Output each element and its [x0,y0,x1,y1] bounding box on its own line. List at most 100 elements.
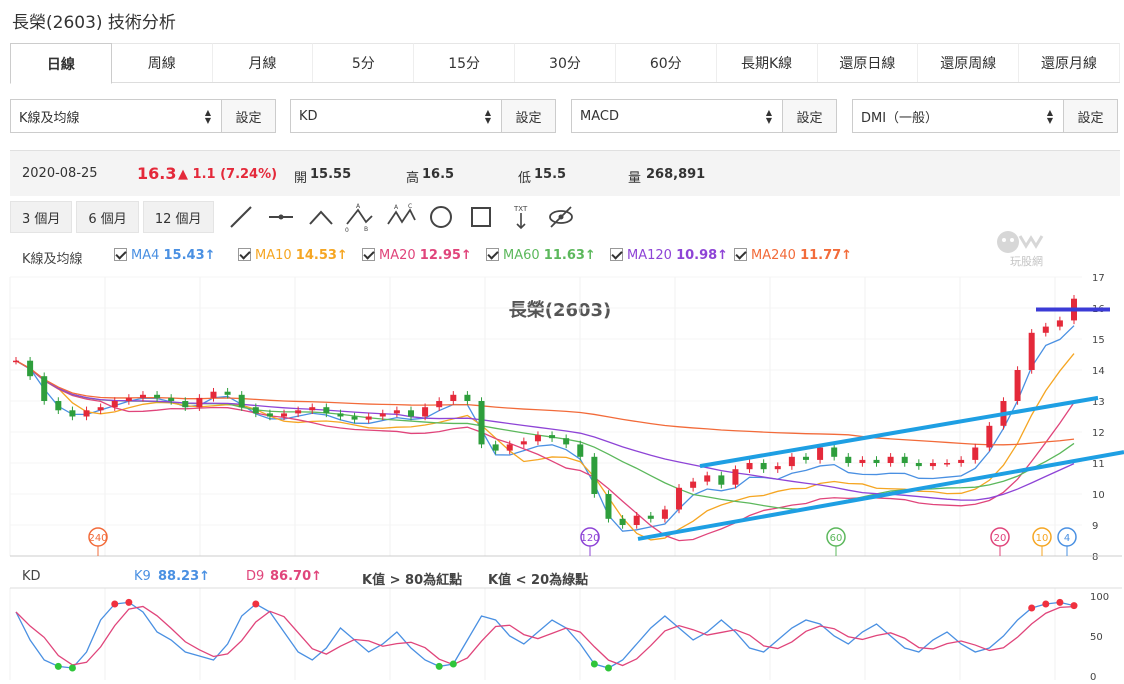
candle-body [986,425,993,448]
checkbox[interactable] [238,248,251,261]
candle-body [450,394,457,401]
range-button-2[interactable]: 12 個月 [142,201,214,233]
candle-body [944,463,951,465]
candle-body [873,459,880,463]
indicator-select[interactable]: MACD ▲ ▼ [571,99,783,133]
checkbox[interactable] [734,248,747,261]
tab-6[interactable]: 60分 [615,43,717,82]
quote-price: 16.3 [137,164,177,183]
candle-body [690,481,697,488]
candle-body [407,410,414,417]
ma-line-ma20 [15,360,1075,542]
ma-line-ma60 [15,360,1075,511]
ma-legend-item-ma120[interactable]: MA120 10.98↑ [610,248,728,263]
tab-10[interactable]: 還原月線 [1019,43,1120,82]
ma-marker-10 [1032,527,1052,547]
indicator-selector-2: MACD ▲ ▼ 設定 [571,99,837,133]
candle-body [13,360,19,363]
candle-body [323,407,330,414]
indicator-select-value: K線及均線 [19,110,80,126]
candle-body [845,456,852,463]
ma-value: 12.95↑ [419,248,472,263]
kd-overbought-dot [1070,602,1078,610]
candle-body [802,456,809,460]
high-label: 高 [406,171,420,186]
tab-9[interactable]: 還原周線 [918,43,1020,82]
tab-1[interactable]: 周線 [111,43,213,82]
indicator-select-value: MACD [580,108,619,124]
range-button-1[interactable]: 6 個月 [76,201,139,233]
ma-marker-240 [88,527,108,547]
d9-value: 86.70↑ [270,569,323,584]
ma-legend-item-ma4[interactable]: MA4 15.43↑ [114,248,216,263]
checkbox[interactable] [362,248,375,261]
candle-body [563,438,570,445]
indicator-selector-0: K線及均線 ▲ ▼ 設定 [10,99,276,133]
candle-body [1042,326,1049,333]
svg-text:0: 0 [345,227,349,232]
y-tick-label: 11 [1092,459,1105,470]
angle-tool-icon[interactable] [306,202,336,232]
tab-3[interactable]: 5分 [313,43,415,82]
range-button-0[interactable]: 3 個月 [10,201,73,233]
hide-drawings-icon[interactable] [546,202,576,232]
settings-button[interactable]: 設定 [783,99,837,133]
settings-button[interactable]: 設定 [1064,99,1118,133]
candle-body [929,463,936,467]
y-tick-label: 8 [1092,552,1098,563]
candle-body [337,413,344,417]
lower-channel-line [637,450,1124,541]
settings-button[interactable]: 設定 [222,99,276,133]
svg-text:A: A [394,204,399,211]
kd-overbought-dot [252,600,260,608]
candle-body [1028,332,1035,370]
candle-body [506,444,513,451]
horizontal-line-tool-icon[interactable] [266,202,296,232]
y-tick-label: 17 [1092,273,1105,284]
candle-body [831,447,838,457]
ma-legend-item-ma10[interactable]: MA10 14.53↑ [238,248,348,263]
low-label: 低 [518,171,532,186]
kd-note-green: K值 < 20為綠點 [488,573,589,588]
checkbox[interactable] [486,248,499,261]
tab-5[interactable]: 30分 [515,43,616,82]
range-buttons: 3 個月 6 個月 12 個月 [10,201,218,233]
ma-marker-label: 4 [1064,533,1070,544]
candle-body [760,463,767,470]
checkbox[interactable] [610,248,623,261]
ma-legend-label: K線及均線 [22,252,83,267]
indicator-select[interactable]: KD ▲ ▼ [290,99,502,133]
indicator-select[interactable]: K線及均線 ▲ ▼ [10,99,222,133]
candle-body [210,391,217,398]
ma-legend-item-ma20[interactable]: MA20 12.95↑ [362,248,472,263]
rectangle-tool-icon[interactable] [466,202,496,232]
text-tool-icon[interactable]: TXT [506,202,536,232]
line-tool-icon[interactable] [226,202,256,232]
candle-body [859,459,866,463]
checkbox[interactable] [114,248,127,261]
tab-8[interactable]: 還原日線 [817,43,919,82]
candle-body [139,394,146,398]
ma-line-ma240 [15,360,1075,446]
candle-body [718,475,725,485]
kd-overbought-dot [125,598,133,606]
ma-legend-item-ma240[interactable]: MA240 11.77↑ [734,248,852,263]
candle-body [676,487,683,510]
tab-4[interactable]: 15分 [414,43,516,82]
tab-7[interactable]: 長期K線 [716,43,818,82]
candle-body [520,441,527,445]
abc-pattern-tool-icon[interactable]: A 0 B [344,202,374,232]
ma-legend-item-ma60[interactable]: MA60 11.63↑ [486,248,596,263]
kd-oversold-dot [604,664,612,672]
circle-tool-icon[interactable] [426,202,456,232]
upper-channel-line [699,395,1099,469]
tab-2[interactable]: 月線 [212,43,314,82]
tab-0[interactable]: 日線 [10,43,112,84]
ma-marker-label: 120 [580,533,599,544]
ma-name: MA120 [627,248,677,263]
kd-y-tick-label: 50 [1090,632,1103,643]
indicator-select[interactable]: DMI（一般） ▲ ▼ [852,99,1064,133]
settings-button[interactable]: 設定 [502,99,556,133]
select-arrows-icon: ▲ ▼ [484,108,491,125]
